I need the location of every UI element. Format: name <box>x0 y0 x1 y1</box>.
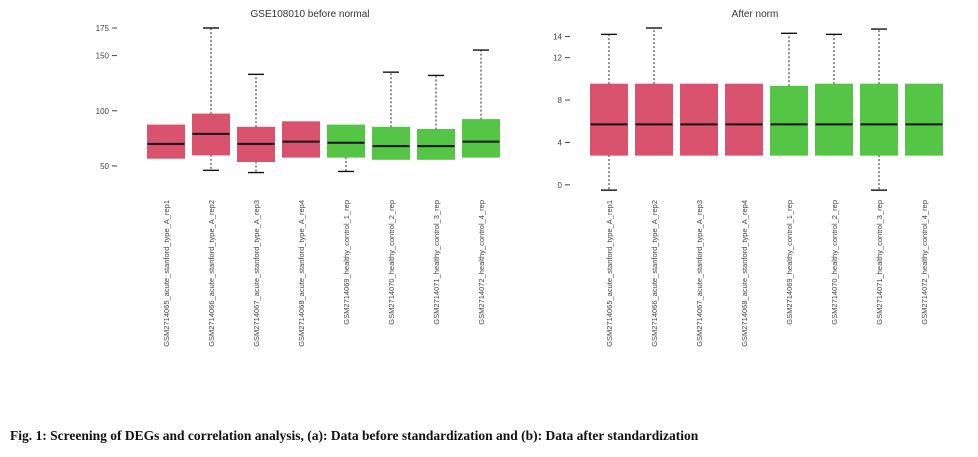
box-6 <box>815 33 853 156</box>
box-body <box>905 83 943 156</box>
box-5 <box>327 124 365 173</box>
x-tick-label: GSM2714067_acute_stanford_type_A_rep3 <box>252 200 261 347</box>
y-tick-label: 50 <box>100 162 109 171</box>
y-tick-label: 8 <box>558 96 563 105</box>
box-2 <box>192 27 230 172</box>
boxplot-before-normalization: GSE108010 before normal 50 100 150 175 GSM2… <box>96 9 500 347</box>
y-tick-label: 150 <box>96 52 110 61</box>
box-body <box>327 124 365 158</box>
box-2 <box>635 27 673 156</box>
x-tick-label: GSM2714066_acute_stanford_type_A_rep2 <box>650 200 659 347</box>
figure-caption: Fig. 1: Screening of DEGs and correlatio… <box>10 428 699 443</box>
box-body <box>590 83 628 156</box>
box-body <box>680 83 718 156</box>
x-tick-label: GSM2714072_healthy_control_4_rep <box>477 200 486 325</box>
y-tick-label: 100 <box>96 107 110 116</box>
x-tick-label: GSM2714068_acute_stanford_type_A_rep4 <box>740 200 749 347</box>
box-4 <box>725 83 763 156</box>
chart-title: After norm <box>732 9 779 20</box>
y-tick-label: 0 <box>558 181 563 190</box>
box-body <box>372 126 410 160</box>
x-tick-label: GSM2714071_healthy_control_3_rep <box>875 200 884 325</box>
box-3 <box>680 83 718 156</box>
y-tick-label: 4 <box>558 138 563 147</box>
box-body <box>860 83 898 156</box>
y-tick-label: 14 <box>553 32 562 41</box>
boxplot-after-normalization: After norm 0 4 8 12 14 GSM2714065_acute_stan… <box>553 9 943 347</box>
y-tick-label: 175 <box>96 24 110 33</box>
box-8 <box>905 83 943 156</box>
box-body <box>282 121 320 158</box>
x-axis-labels: GSM2714065_acute_stanford_type_A_rep1 GSM… <box>162 200 486 347</box>
x-tick-label: GSM2714069_healthy_control_1_rep <box>342 200 351 325</box>
y-tick-label: 12 <box>553 54 562 63</box>
box-3 <box>237 73 275 174</box>
box-7 <box>417 74 455 160</box>
y-axis: 0 4 8 12 14 <box>553 32 570 190</box>
box-1 <box>147 124 185 159</box>
box-body <box>635 83 673 156</box>
box-1 <box>590 33 628 191</box>
x-tick-label: GSM2714072_healthy_control_4_rep <box>920 200 929 325</box>
box-4 <box>282 121 320 158</box>
box-body <box>770 85 808 156</box>
x-tick-label: GSM2714068_acute_stanford_type_A_rep4 <box>297 200 306 347</box>
box-5 <box>770 32 808 156</box>
box-8 <box>462 49 500 158</box>
x-axis-labels: GSM2714065_acute_stanford_type_A_rep1 GSM… <box>605 200 929 347</box>
boxes <box>590 27 943 191</box>
y-axis: 50 100 150 175 <box>96 24 117 171</box>
box-body <box>462 119 500 158</box>
box-6 <box>372 71 410 160</box>
boxes <box>147 27 500 174</box>
x-tick-label: GSM2714071_healthy_control_3_rep <box>432 200 441 325</box>
x-tick-label: GSM2714065_acute_stanford_type_A_rep1 <box>605 200 614 347</box>
box-body <box>417 129 455 160</box>
x-tick-label: GSM2714069_healthy_control_1_rep <box>785 200 794 325</box>
box-body <box>725 83 763 156</box>
x-tick-label: GSM2714067_acute_stanford_type_A_rep3 <box>695 200 704 347</box>
x-tick-label: GSM2714066_acute_stanford_type_A_rep2 <box>207 200 216 347</box>
box-body <box>815 83 853 156</box>
box-7 <box>860 28 898 191</box>
box-body <box>147 124 185 159</box>
x-tick-label: GSM2714070_healthy_control_2_rep <box>387 200 396 325</box>
x-tick-label: GSM2714065_acute_stanford_type_A_rep1 <box>162 200 171 347</box>
x-tick-label: GSM2714070_healthy_control_2_rep <box>830 200 839 325</box>
chart-title: GSE108010 before normal <box>251 9 370 20</box>
